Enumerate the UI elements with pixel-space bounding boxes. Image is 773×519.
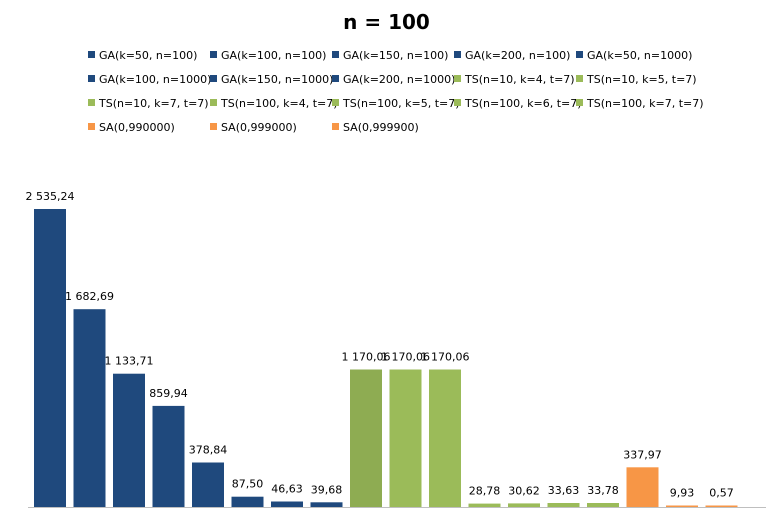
- legend-swatch: [332, 75, 339, 82]
- data-label: 30,62: [508, 484, 540, 497]
- bar: [508, 503, 540, 507]
- legend-label: SA(0,999000): [221, 121, 297, 134]
- bar: [389, 369, 422, 507]
- legend-swatch: [454, 75, 461, 82]
- legend-item: GA(k=50, n=1000): [576, 49, 692, 63]
- data-label: 1 133,71: [105, 355, 154, 368]
- legend-swatch: [88, 99, 95, 106]
- data-label: 2 535,24: [26, 190, 75, 203]
- bar: [429, 369, 461, 507]
- legend-swatch: [454, 51, 461, 58]
- legend-label: GA(k=150, n=100): [343, 49, 449, 62]
- chart-title: n = 100: [343, 10, 430, 34]
- data-label: 337,97: [623, 448, 662, 461]
- legend-swatch: [576, 99, 583, 106]
- legend-swatch: [454, 99, 461, 106]
- legend-label: GA(k=50, n=100): [99, 49, 198, 62]
- bar: [152, 405, 185, 507]
- data-label: 0,57: [709, 487, 734, 500]
- legend-label: TS(n=10, k=7, t=7): [99, 97, 209, 110]
- data-label: 859,94: [149, 387, 188, 400]
- bar: [705, 505, 738, 507]
- legend-item: GA(k=50, n=100): [88, 49, 197, 63]
- bar: [271, 501, 303, 507]
- legend-swatch: [88, 123, 95, 130]
- legend-item: TS(n=10, k=7, t=7): [88, 97, 209, 111]
- legend-item: SA(0,999900): [332, 121, 419, 135]
- legend-label: TS(n=10, k=5, t=7): [587, 73, 697, 86]
- legend-label: GA(k=200, n=1000): [343, 73, 456, 86]
- legend-label: TS(n=100, k=7, t=7): [587, 97, 704, 110]
- legend-item: GA(k=200, n=100): [454, 49, 570, 63]
- data-label: 378,84: [189, 444, 228, 457]
- data-label: 1 170,06: [381, 351, 430, 364]
- bar: [626, 467, 659, 507]
- legend-swatch: [88, 51, 95, 58]
- legend-swatch: [576, 51, 583, 58]
- bar: [73, 309, 106, 507]
- legend-label: GA(k=100, n=100): [221, 49, 327, 62]
- legend-item: TS(n=10, k=5, t=7): [576, 73, 697, 87]
- legend-label: TS(n=10, k=4, t=7): [465, 73, 575, 86]
- legend-label: TS(n=100, k=4, t=7): [221, 97, 338, 110]
- data-label: 46,63: [271, 483, 303, 496]
- legend-item: TS(n=10, k=4, t=7): [454, 73, 575, 87]
- legend-item: TS(n=100, k=4, t=7): [210, 97, 338, 111]
- legend-label: TS(n=100, k=6, t=7): [465, 97, 582, 110]
- legend-item: SA(0,990000): [88, 121, 175, 135]
- legend-swatch: [210, 75, 217, 82]
- legend-item: TS(n=100, k=5, t=7): [332, 97, 460, 111]
- legend-label: GA(k=50, n=1000): [587, 49, 693, 62]
- legend-swatch: [88, 75, 95, 82]
- legend-item: TS(n=100, k=7, t=7): [576, 97, 704, 111]
- legend-swatch: [332, 99, 339, 106]
- data-label: 33,78: [587, 484, 619, 497]
- legend-label: GA(k=150, n=1000): [221, 73, 334, 86]
- bar: [468, 503, 501, 507]
- legend-item: GA(k=200, n=1000): [332, 73, 455, 87]
- bar: [547, 503, 580, 507]
- bar: [34, 209, 66, 507]
- data-label: 39,68: [311, 483, 343, 496]
- legend-swatch: [210, 99, 217, 106]
- legend-item: GA(k=100, n=100): [210, 49, 326, 63]
- legend-label: TS(n=100, k=5, t=7): [343, 97, 460, 110]
- legend-label: SA(0,999900): [343, 121, 419, 134]
- data-label: 9,93: [670, 487, 695, 500]
- data-label: 1 170,06: [421, 351, 470, 364]
- legend-swatch: [576, 75, 583, 82]
- legend-swatch: [332, 51, 339, 58]
- bar: [350, 369, 382, 507]
- legend-item: GA(k=100, n=1000): [88, 73, 211, 87]
- legend-label: GA(k=100, n=1000): [99, 73, 212, 86]
- data-label: 28,78: [469, 485, 501, 498]
- bar: [192, 462, 224, 507]
- data-label: 1 682,69: [65, 290, 114, 303]
- bar: [666, 505, 698, 507]
- legend-item: SA(0,999000): [210, 121, 297, 135]
- legend-item: GA(k=150, n=100): [332, 49, 448, 63]
- data-label: 33,63: [548, 484, 580, 497]
- bar: [587, 503, 619, 507]
- bar: [231, 496, 264, 507]
- legend-label: SA(0,990000): [99, 121, 175, 134]
- legend-item: TS(n=100, k=6, t=7): [454, 97, 582, 111]
- legend-label: GA(k=200, n=100): [465, 49, 571, 62]
- legend-swatch: [210, 123, 217, 130]
- bar: [113, 373, 145, 507]
- data-label: 1 170,06: [342, 351, 391, 364]
- bar: [310, 502, 343, 507]
- legend-item: GA(k=150, n=1000): [210, 73, 333, 87]
- legend-swatch: [210, 51, 217, 58]
- data-label: 87,50: [232, 478, 264, 491]
- legend-swatch: [332, 123, 339, 130]
